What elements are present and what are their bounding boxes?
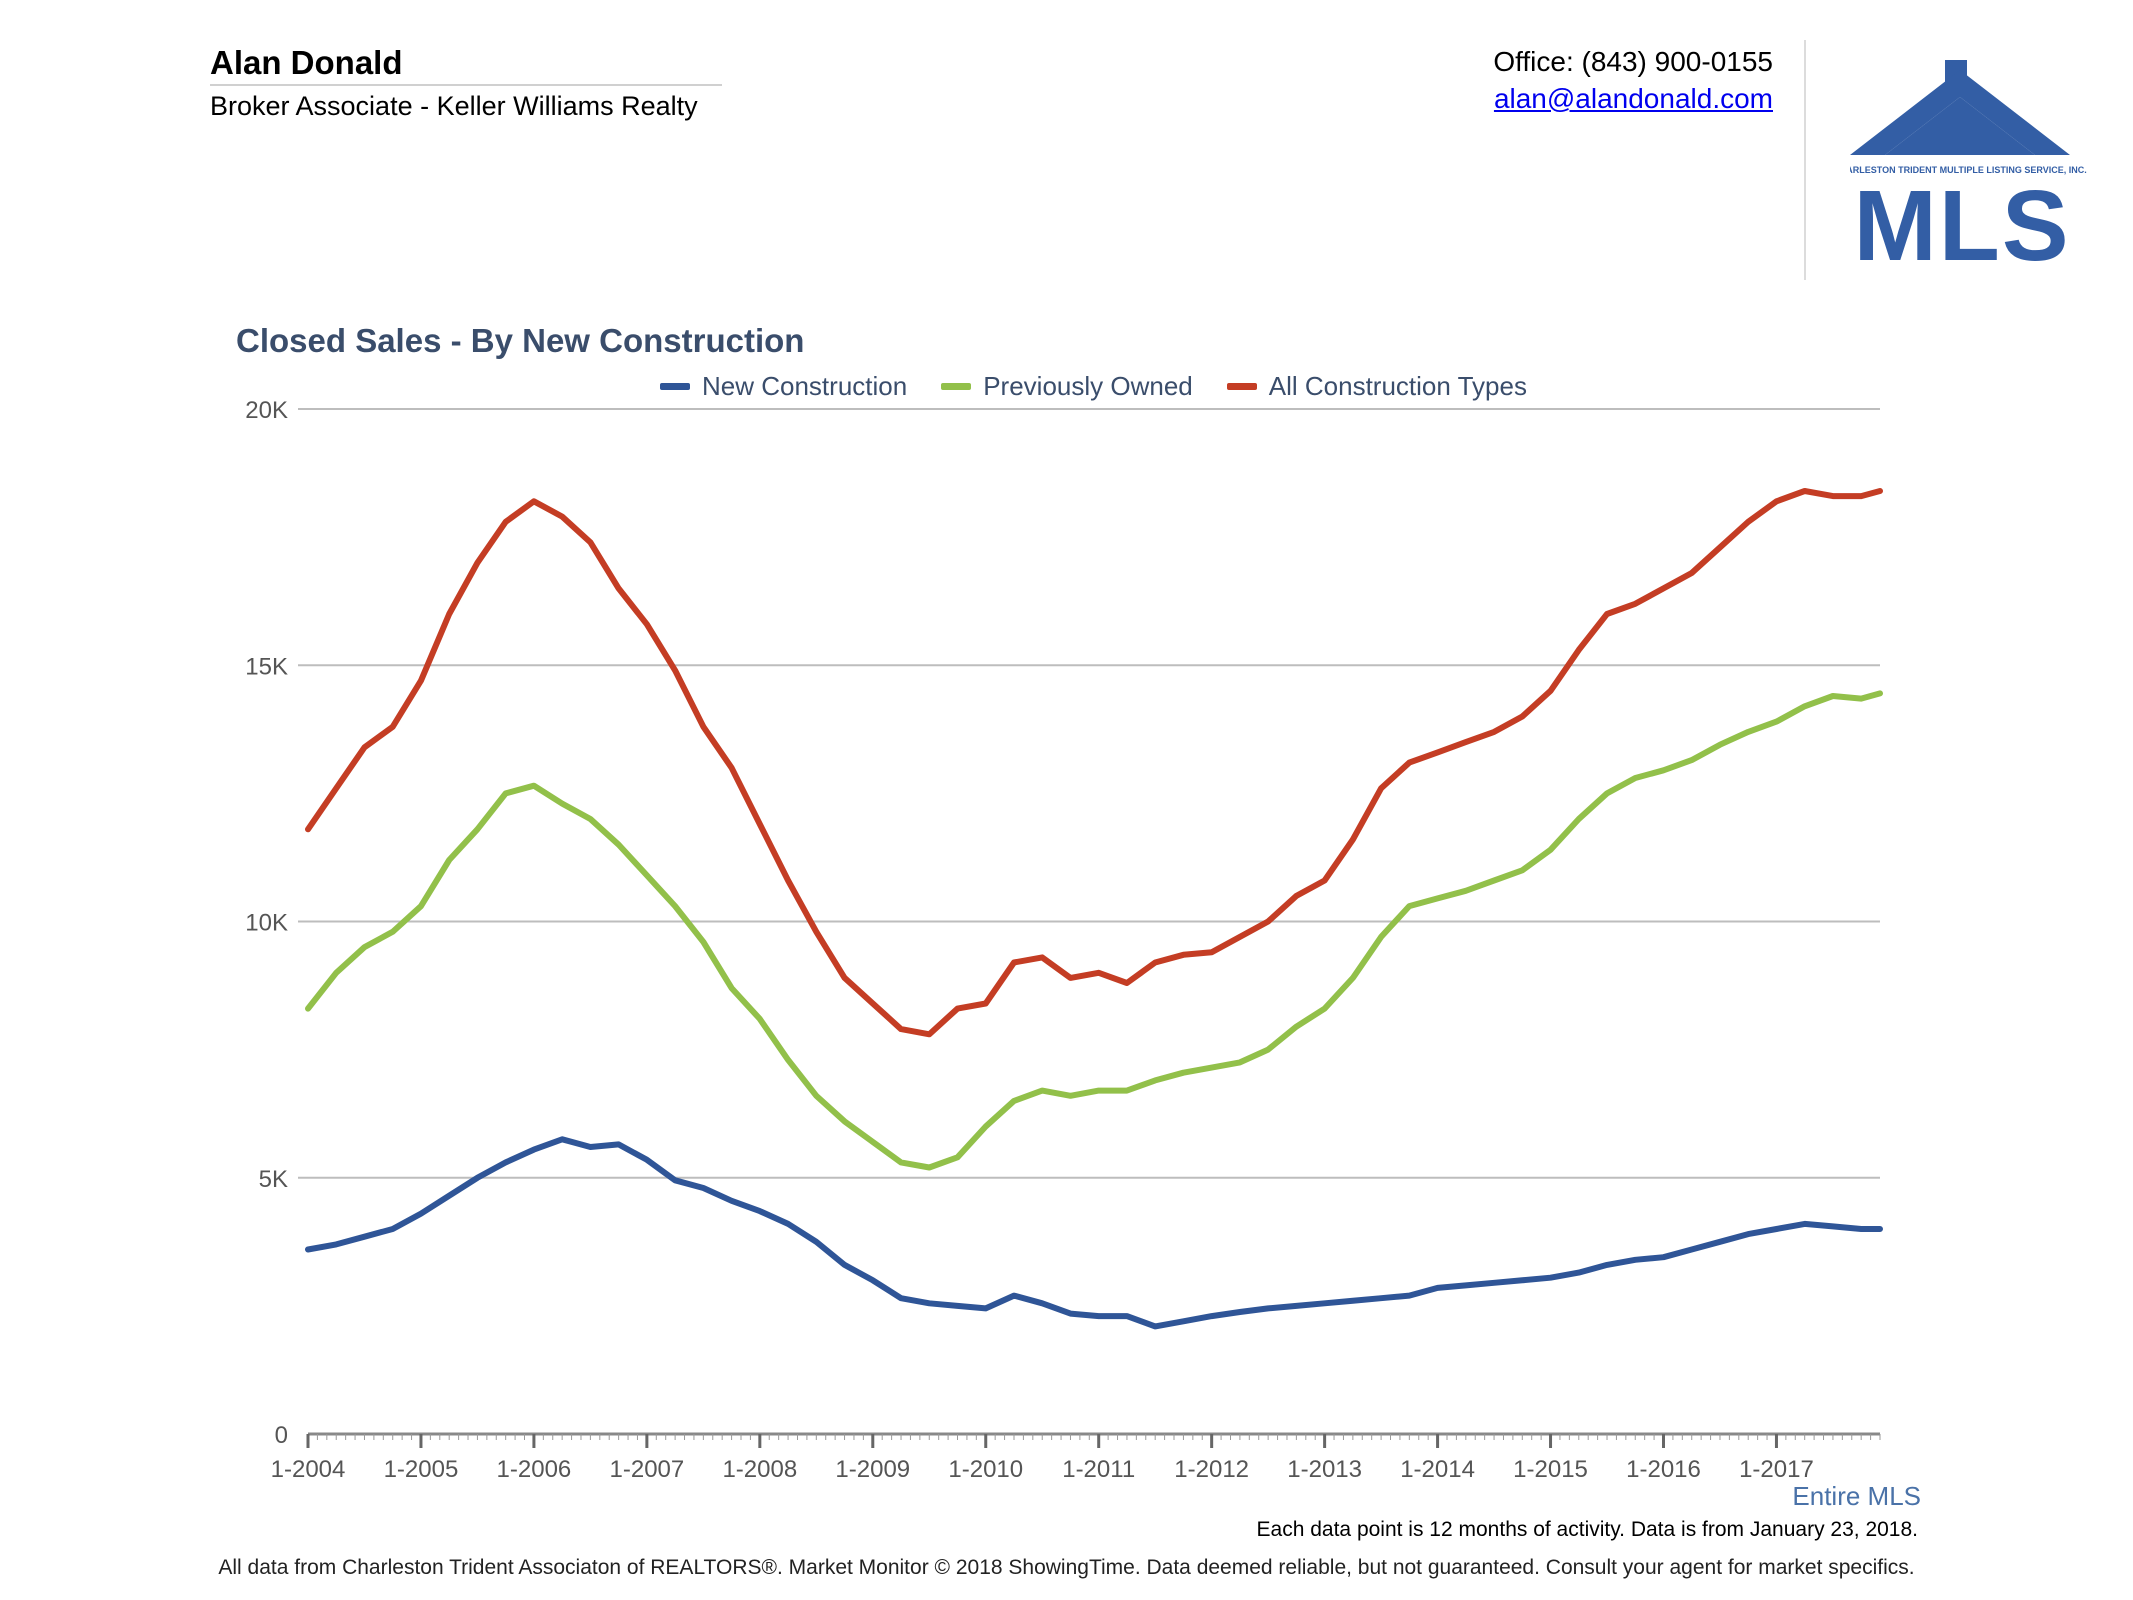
legend-item-new-construction: New Construction (660, 371, 907, 402)
legend-swatch-new-construction (660, 382, 690, 390)
legend-swatch-previously-owned (941, 382, 972, 390)
agent-name: Alan Donald (210, 44, 403, 81)
x-tick-label: 1-2004 (271, 1456, 346, 1483)
logo-house (1885, 97, 2035, 155)
x-tick-label: 1-2013 (1287, 1456, 1362, 1483)
y-tick-label: 10K (245, 910, 288, 937)
x-tick-label: 1-2014 (1400, 1456, 1475, 1483)
mls-logo: CHARLESTON TRIDENT MULTIPLE LISTING SERV… (1850, 60, 2087, 270)
x-tick-label: 1-2009 (835, 1456, 910, 1483)
office-phone: Office: (843) 900-0155 (1493, 46, 1773, 77)
legend-item-all-construction: All Construction Types (1226, 370, 1527, 402)
legend-item-previously-owned: Previously Owned (941, 371, 1193, 402)
logo-mls-text: MLS (1853, 170, 2070, 270)
x-tick-label: 1-2017 (1739, 1456, 1814, 1483)
x-tick-label: 1-2011 (1062, 1456, 1135, 1483)
region-label: Entire MLS (1792, 1481, 1921, 1511)
y-tick-label: 15K (245, 653, 288, 680)
y-tick-label: 5K (259, 1166, 288, 1193)
email-link[interactable]: alan@alandonald.com (1493, 83, 1773, 114)
legend-label-all-construction: All Construction Types (1268, 370, 1527, 401)
x-tick-label: 1-2008 (722, 1456, 797, 1483)
chart-legend: New Construction Previously Owned All Co… (660, 369, 1527, 403)
x-tick-label: 1-2007 (610, 1456, 685, 1483)
agent-title: Broker Associate - Keller Williams Realt… (210, 91, 698, 121)
x-tick-label: 1-2016 (1626, 1456, 1701, 1483)
chart-title: Closed Sales - By New Construction (236, 322, 805, 359)
data-footnote: Each data point is 12 months of activity… (1256, 1518, 1918, 1541)
logo-roof (1850, 70, 2070, 155)
disclaimer: All data from Charleston Trident Associa… (218, 1556, 1915, 1579)
logo-org-text: CHARLESTON TRIDENT MULTIPLE LISTING SERV… (1850, 165, 2087, 175)
x-tick-label: 1-2005 (384, 1456, 459, 1483)
series-line-previously-owned (305, 690, 1883, 1171)
x-tick-label: 1-2015 (1513, 1456, 1588, 1483)
x-tick-label: 1-2010 (948, 1456, 1023, 1483)
series-line-all-construction-types (305, 488, 1883, 1038)
header-vertical-divider (1804, 40, 1806, 280)
y-tick-label: 0 (275, 1422, 288, 1449)
y-tick-label: 20K (245, 397, 288, 424)
legend-label-previously-owned: Previously Owned (983, 370, 1193, 401)
x-tick-label: 1-2012 (1174, 1456, 1249, 1483)
header-divider (210, 84, 722, 86)
legend-label-new-construction: New Construction (702, 370, 908, 401)
series-line-new-construction (305, 1136, 1883, 1330)
x-tick-label: 1-2006 (497, 1456, 572, 1483)
legend-swatch-all-construction (1226, 382, 1257, 390)
